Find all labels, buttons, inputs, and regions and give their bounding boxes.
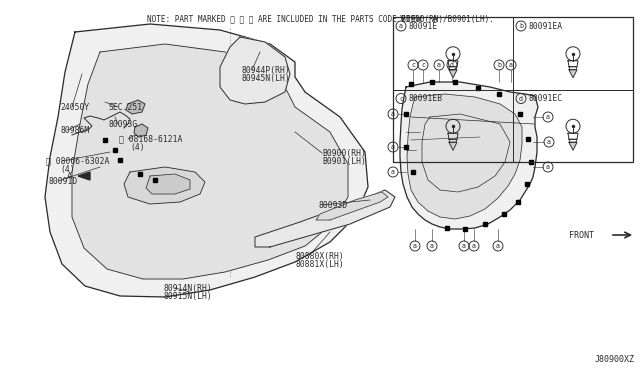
Polygon shape [126, 100, 145, 114]
Text: SEC.251: SEC.251 [108, 103, 142, 112]
Text: b: b [497, 62, 501, 68]
Text: (4): (4) [60, 164, 75, 173]
Text: ⓤ 08066-6302A: ⓤ 08066-6302A [46, 157, 109, 166]
Polygon shape [569, 70, 577, 78]
Text: 80091EC: 80091EC [529, 94, 563, 103]
Text: 80091EB: 80091EB [409, 94, 443, 103]
Text: d: d [519, 96, 523, 102]
Text: 24050Y: 24050Y [60, 103, 89, 112]
Text: 80880X(RH): 80880X(RH) [296, 253, 345, 262]
Text: J80900XZ: J80900XZ [595, 355, 635, 364]
Text: VIEW  A: VIEW A [400, 15, 438, 23]
Polygon shape [255, 190, 395, 247]
Text: 80945N(LH): 80945N(LH) [241, 74, 290, 83]
Text: 80091D: 80091D [48, 176, 77, 186]
Text: 80093G: 80093G [108, 119, 137, 128]
Text: a: a [413, 243, 417, 249]
Text: a: a [472, 243, 476, 249]
Text: 80093D: 80093D [319, 201, 348, 209]
Text: ⓤ 08168-6121A: ⓤ 08168-6121A [119, 135, 182, 144]
Polygon shape [45, 24, 368, 297]
Polygon shape [569, 142, 577, 150]
Polygon shape [78, 172, 90, 180]
Polygon shape [72, 44, 348, 279]
Text: 80881X(LH): 80881X(LH) [296, 260, 345, 269]
Text: a: a [391, 169, 395, 175]
Text: c: c [411, 62, 415, 68]
Text: c: c [399, 96, 403, 102]
Text: d: d [450, 62, 454, 68]
Text: a: a [546, 164, 550, 170]
Text: a: a [462, 243, 466, 249]
Text: B0901(LH): B0901(LH) [322, 157, 366, 166]
Text: FRONT: FRONT [569, 231, 594, 240]
Polygon shape [316, 192, 388, 220]
Text: 80091E: 80091E [409, 22, 438, 31]
Text: a: a [509, 62, 513, 68]
Polygon shape [449, 142, 457, 150]
Polygon shape [400, 82, 538, 229]
Polygon shape [449, 70, 457, 78]
Text: a: a [391, 144, 395, 150]
Text: (4): (4) [130, 142, 145, 151]
Polygon shape [124, 167, 205, 204]
Text: 80944P(RH): 80944P(RH) [241, 65, 290, 74]
Text: a: a [391, 111, 395, 117]
Text: A: A [67, 171, 72, 180]
Bar [393, 17, 633, 162]
Text: a: a [430, 243, 434, 249]
Text: a: a [399, 23, 403, 29]
Text: a: a [496, 243, 500, 249]
Polygon shape [220, 37, 290, 104]
Text: 80986M: 80986M [60, 125, 89, 135]
Text: a: a [437, 62, 441, 68]
Text: b: b [519, 23, 523, 29]
Polygon shape [134, 124, 148, 137]
Polygon shape [407, 94, 522, 219]
Text: a: a [546, 114, 550, 120]
Text: NOTE: PART MARKED ⓐ ⓑ ⓒ ARE INCLUDED IN THE PARTS CODE B0900(RH)/B0901(LH).: NOTE: PART MARKED ⓐ ⓑ ⓒ ARE INCLUDED IN … [147, 14, 493, 23]
Text: c: c [421, 62, 425, 68]
Text: 80091EA: 80091EA [529, 22, 563, 31]
Text: B0900(RH): B0900(RH) [322, 148, 366, 157]
Text: 80914N(RH): 80914N(RH) [164, 283, 212, 292]
Text: a: a [547, 139, 551, 145]
Polygon shape [146, 174, 190, 194]
Text: 80915N(LH): 80915N(LH) [164, 292, 212, 301]
